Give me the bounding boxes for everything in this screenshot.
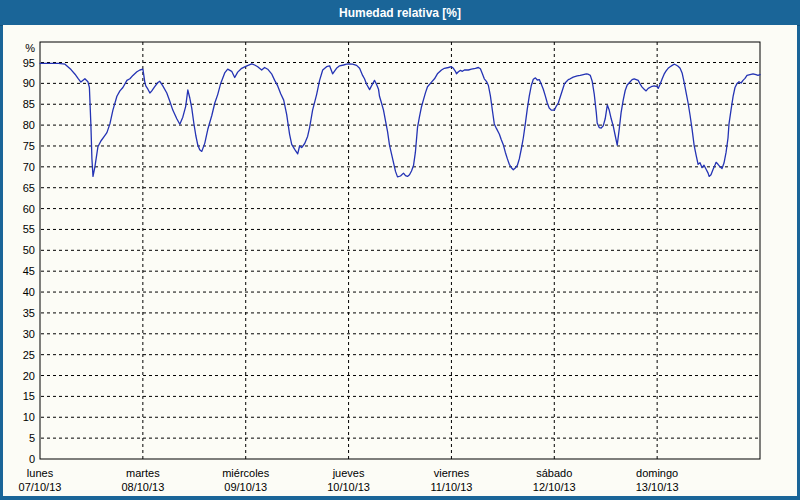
y-tick-label: 75 bbox=[23, 140, 35, 152]
x-date-label: 07/10/13 bbox=[19, 481, 62, 493]
x-date-label: 09/10/13 bbox=[224, 481, 267, 493]
y-tick-label: 20 bbox=[23, 370, 35, 382]
y-tick-label: 50 bbox=[23, 244, 35, 256]
y-tick-label: 30 bbox=[23, 328, 35, 340]
x-day-label: martes bbox=[126, 467, 160, 479]
y-tick-label: 85 bbox=[23, 98, 35, 110]
y-tick-label: 0 bbox=[29, 453, 35, 465]
window-title: Humedad relativa [%] bbox=[339, 6, 461, 20]
x-day-label: jueves bbox=[332, 467, 365, 479]
app-window: Humedad relativa [%] 0 5 10 15 20 25 30 35 40 45 5… bbox=[0, 0, 800, 500]
y-tick-label: 25 bbox=[23, 349, 35, 361]
humidity-line-chart: 0 5 10 15 20 25 30 35 40 45 50 55 60 65 70 75 80 85 90 95% l… bbox=[3, 25, 797, 496]
y-tick-label: 70 bbox=[23, 161, 35, 173]
y-tick-label: 10 bbox=[23, 411, 35, 423]
x-date-label: 08/10/13 bbox=[121, 481, 164, 493]
chart-container: 0 5 10 15 20 25 30 35 40 45 50 55 60 65 70 75 80 85 90 95% l… bbox=[3, 25, 797, 496]
plot-border bbox=[40, 42, 760, 459]
y-tick-label: 60 bbox=[23, 203, 35, 215]
x-day-label: lunes bbox=[27, 467, 54, 479]
x-day-label: viernes bbox=[434, 467, 470, 479]
y-tick-label: 5 bbox=[29, 432, 35, 444]
y-tick-label: 35 bbox=[23, 307, 35, 319]
y-tick-label: 15 bbox=[23, 390, 35, 402]
y-tick-label: 45 bbox=[23, 265, 35, 277]
y-tick-label: 90 bbox=[23, 77, 35, 89]
humidity-line bbox=[40, 63, 760, 177]
x-date-label: 12/10/13 bbox=[533, 481, 576, 493]
y-tick-label: 80 bbox=[23, 119, 35, 131]
x-day-label: miércoles bbox=[222, 467, 270, 479]
y-tick-label: 55 bbox=[23, 223, 35, 235]
y-tick-label: 65 bbox=[23, 182, 35, 194]
x-date-label: 13/10/13 bbox=[636, 481, 679, 493]
y-tick-label: 95 bbox=[23, 57, 35, 69]
y-tick-label: 40 bbox=[23, 286, 35, 298]
x-date-label: 11/10/13 bbox=[430, 481, 472, 493]
window-titlebar: Humedad relativa [%] bbox=[0, 0, 800, 26]
x-date-label: 10/10/13 bbox=[327, 481, 370, 493]
x-day-label: domingo bbox=[636, 467, 678, 479]
y-unit-label: % bbox=[25, 42, 35, 54]
x-day-label: sábado bbox=[536, 467, 572, 479]
